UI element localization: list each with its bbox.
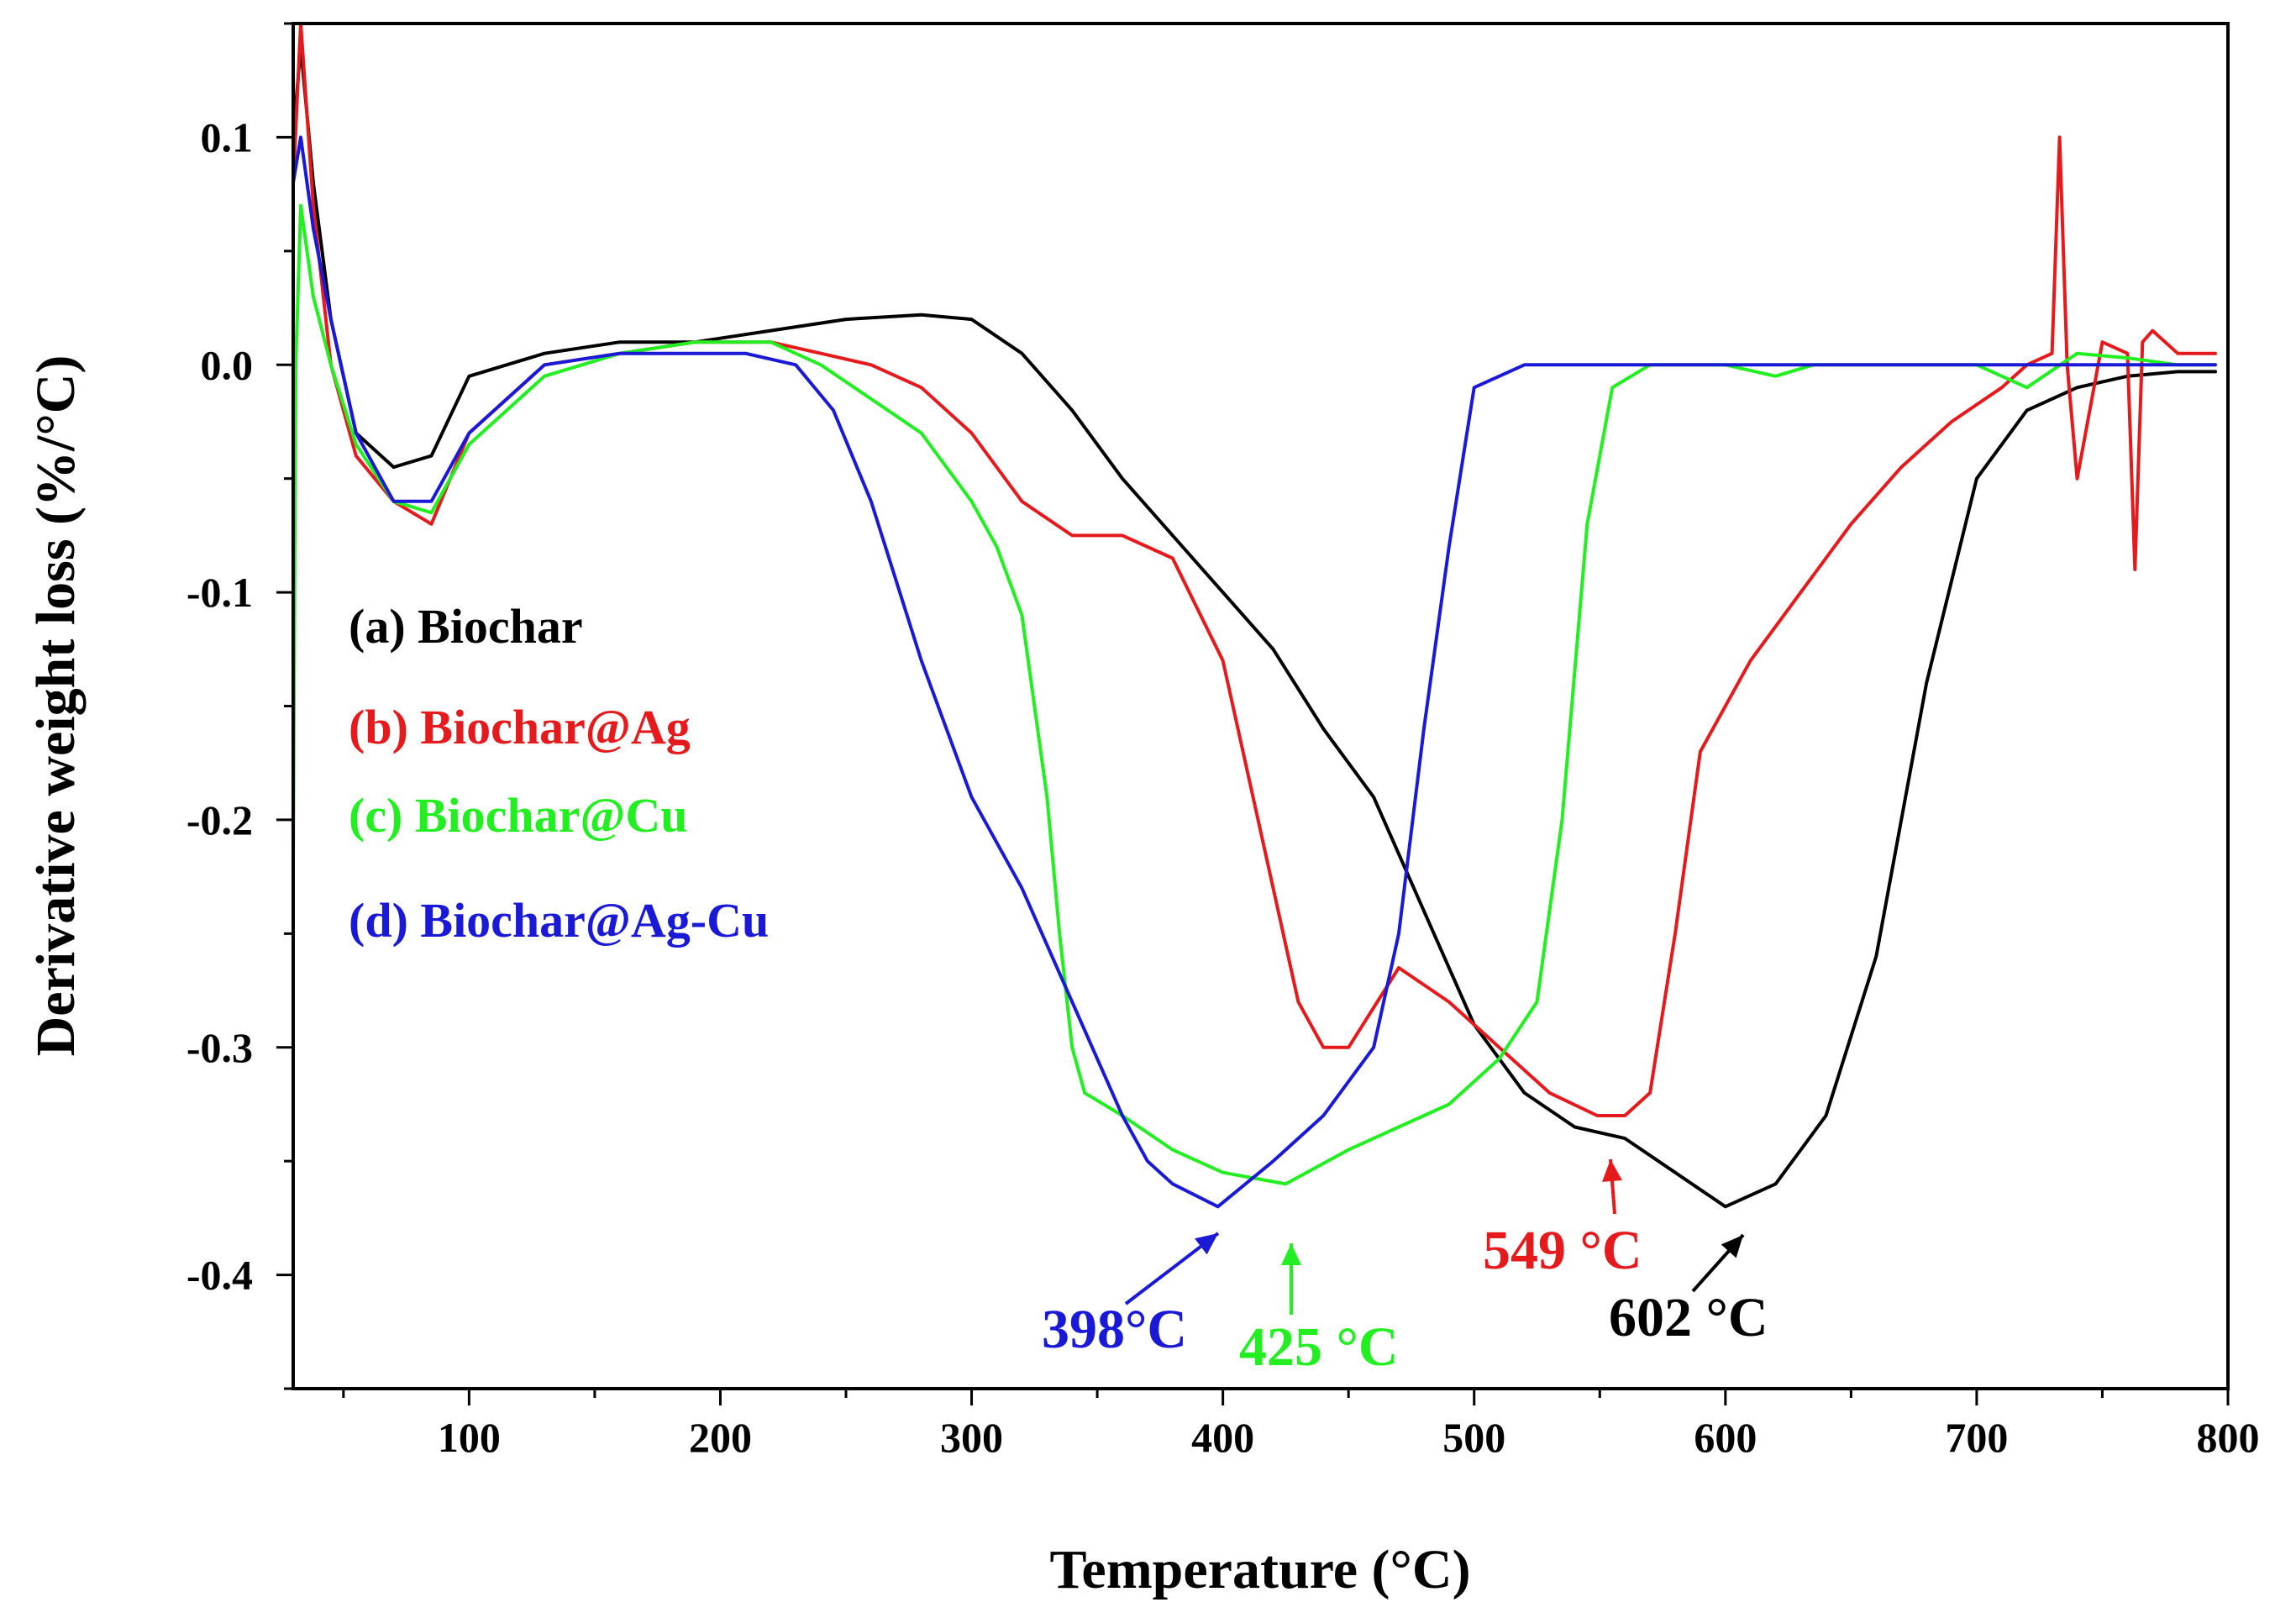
annotation-arrowhead-398 xyxy=(1195,1233,1218,1255)
legend-entry-biochar-cu: (c) Biochar@Cu xyxy=(349,788,688,843)
annotation-label-398: 398°C xyxy=(1042,1299,1187,1360)
annotation-label-549: 549 °C xyxy=(1483,1220,1642,1281)
annotation-arrowhead-425 xyxy=(1281,1243,1301,1265)
y-tick-label: 0.0 xyxy=(201,341,254,388)
axis-layer: 100 200 300 400 500 600 700 800 0.1 0.0 -0.1 -0.2 -0… xyxy=(187,22,2260,1461)
x-tick-label: 100 xyxy=(438,1414,501,1461)
x-tick-label: 400 xyxy=(1191,1414,1254,1461)
x-tick-label: 500 xyxy=(1442,1414,1505,1461)
legend-entry-biochar-ag-cu: (d) Biochar@Ag-Cu xyxy=(349,893,769,948)
x-tick-label: 800 xyxy=(2197,1414,2260,1461)
y-tick-label: -0.4 xyxy=(187,1252,253,1299)
legend-entry-biochar: (a) Biochar xyxy=(349,599,583,654)
x-tick-label: 200 xyxy=(689,1414,752,1461)
legend: (a) Biochar (b) Biochar@Ag (c) Biochar@C… xyxy=(349,599,769,948)
x-axis-title: Temperature (°C) xyxy=(1049,1539,1470,1600)
x-tick-label: 300 xyxy=(940,1414,1003,1461)
plot-frame xyxy=(292,22,2230,1390)
x-tick-label: 700 xyxy=(1945,1414,2008,1461)
legend-entry-biochar-ag: (b) Biochar@Ag xyxy=(349,700,691,754)
annotation-arrowhead-549 xyxy=(1602,1159,1622,1182)
y-tick-label: -0.1 xyxy=(187,569,253,616)
annotation-arrowhead-602 xyxy=(1721,1235,1743,1258)
y-tick-label: -0.2 xyxy=(187,796,253,843)
y-tick-label: 0.1 xyxy=(201,113,254,160)
y-tick-label: -0.3 xyxy=(187,1024,253,1071)
series-line-biochar-ag-cu xyxy=(292,135,2217,1209)
annotations: 398°C 425 °C 549 °C 602 °C xyxy=(1042,1158,1768,1378)
x-tick-label: 600 xyxy=(1694,1414,1757,1461)
y-axis-title: Derivative weight loss (%/°C) xyxy=(25,355,87,1057)
annotation-label-602: 602 °C xyxy=(1609,1287,1768,1348)
annotation-label-425: 425 °C xyxy=(1239,1316,1399,1378)
series-line-biochar xyxy=(292,45,2217,1209)
series-layer xyxy=(292,22,2217,1209)
